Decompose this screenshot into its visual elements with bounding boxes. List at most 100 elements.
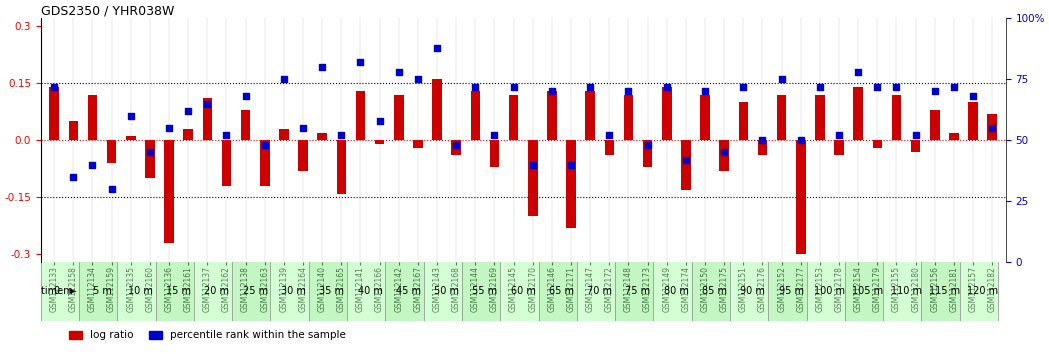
Point bbox=[926, 88, 943, 94]
Bar bbox=[432, 79, 442, 140]
Text: 80 m: 80 m bbox=[664, 286, 689, 296]
Bar bbox=[500, 262, 538, 321]
Point bbox=[773, 76, 790, 82]
Bar bbox=[720, 140, 729, 171]
Bar bbox=[451, 140, 461, 155]
Bar bbox=[337, 140, 346, 194]
Point bbox=[582, 84, 599, 90]
Bar bbox=[413, 140, 423, 148]
Bar bbox=[585, 91, 595, 140]
Text: 50 m: 50 m bbox=[434, 286, 459, 296]
Text: 70 m: 70 m bbox=[587, 286, 613, 296]
Text: 20 m: 20 m bbox=[205, 286, 230, 296]
Bar bbox=[844, 262, 883, 321]
Bar bbox=[930, 110, 940, 140]
Text: 10 m: 10 m bbox=[128, 286, 153, 296]
Bar bbox=[88, 95, 98, 140]
Bar bbox=[68, 121, 78, 140]
Bar bbox=[241, 110, 251, 140]
Text: 105 m: 105 m bbox=[852, 286, 883, 296]
Point bbox=[123, 113, 140, 119]
Bar bbox=[462, 262, 500, 321]
Bar bbox=[921, 262, 960, 321]
Point bbox=[314, 64, 330, 70]
Text: 40 m: 40 m bbox=[358, 286, 383, 296]
Point bbox=[831, 132, 848, 138]
Point bbox=[735, 84, 752, 90]
Bar bbox=[107, 140, 116, 163]
Bar bbox=[757, 140, 767, 155]
Text: GDS2350 / YHR038W: GDS2350 / YHR038W bbox=[41, 4, 174, 17]
Point bbox=[486, 132, 502, 138]
Bar bbox=[424, 262, 462, 321]
Point bbox=[506, 84, 522, 90]
Point bbox=[218, 132, 235, 138]
Point bbox=[678, 157, 694, 162]
Point bbox=[84, 162, 101, 167]
Bar bbox=[538, 262, 577, 321]
Bar bbox=[615, 262, 654, 321]
Bar bbox=[145, 140, 154, 178]
Point bbox=[639, 142, 656, 148]
Bar bbox=[548, 91, 557, 140]
Text: 90 m: 90 m bbox=[741, 286, 766, 296]
Bar bbox=[968, 102, 978, 140]
Bar bbox=[738, 102, 748, 140]
Bar bbox=[807, 262, 844, 321]
Bar bbox=[730, 262, 768, 321]
Bar bbox=[155, 262, 194, 321]
Bar bbox=[509, 95, 518, 140]
Bar bbox=[194, 262, 232, 321]
Point bbox=[276, 76, 293, 82]
Point bbox=[620, 88, 637, 94]
Text: 0 m: 0 m bbox=[55, 286, 73, 296]
Point bbox=[179, 108, 196, 114]
Point bbox=[945, 84, 962, 90]
Point bbox=[199, 101, 216, 107]
Bar bbox=[796, 140, 806, 255]
Point bbox=[869, 84, 885, 90]
Bar bbox=[279, 129, 288, 140]
Bar bbox=[960, 262, 998, 321]
Point bbox=[448, 142, 465, 148]
Point bbox=[352, 59, 369, 65]
Point bbox=[812, 84, 829, 90]
Bar bbox=[577, 262, 615, 321]
Text: 55 m: 55 m bbox=[472, 286, 497, 296]
Bar bbox=[490, 140, 499, 167]
Bar bbox=[394, 95, 404, 140]
Bar bbox=[604, 140, 614, 155]
Point bbox=[333, 132, 349, 138]
Point bbox=[467, 84, 484, 90]
Bar bbox=[260, 140, 270, 186]
Bar bbox=[815, 95, 825, 140]
Bar bbox=[356, 91, 365, 140]
Bar bbox=[117, 262, 155, 321]
Text: time  ►: time ► bbox=[41, 286, 77, 296]
Bar bbox=[873, 140, 882, 148]
Point bbox=[256, 142, 273, 148]
Point bbox=[371, 118, 388, 124]
Point bbox=[850, 69, 866, 75]
Bar bbox=[987, 114, 997, 140]
Point bbox=[543, 88, 560, 94]
Point bbox=[562, 162, 579, 167]
Point bbox=[659, 84, 676, 90]
Bar bbox=[202, 98, 212, 140]
Point bbox=[601, 132, 618, 138]
Bar bbox=[79, 262, 117, 321]
Text: 60 m: 60 m bbox=[511, 286, 536, 296]
Text: 45 m: 45 m bbox=[395, 286, 421, 296]
Point bbox=[390, 69, 407, 75]
Text: 110 m: 110 m bbox=[891, 286, 922, 296]
Point bbox=[103, 186, 120, 192]
Point bbox=[429, 45, 446, 50]
Point bbox=[965, 93, 982, 99]
Bar bbox=[385, 262, 424, 321]
Bar bbox=[654, 262, 691, 321]
Point bbox=[792, 137, 809, 143]
Bar bbox=[298, 140, 307, 171]
Point bbox=[907, 132, 924, 138]
Bar bbox=[318, 133, 327, 140]
Bar bbox=[271, 262, 308, 321]
